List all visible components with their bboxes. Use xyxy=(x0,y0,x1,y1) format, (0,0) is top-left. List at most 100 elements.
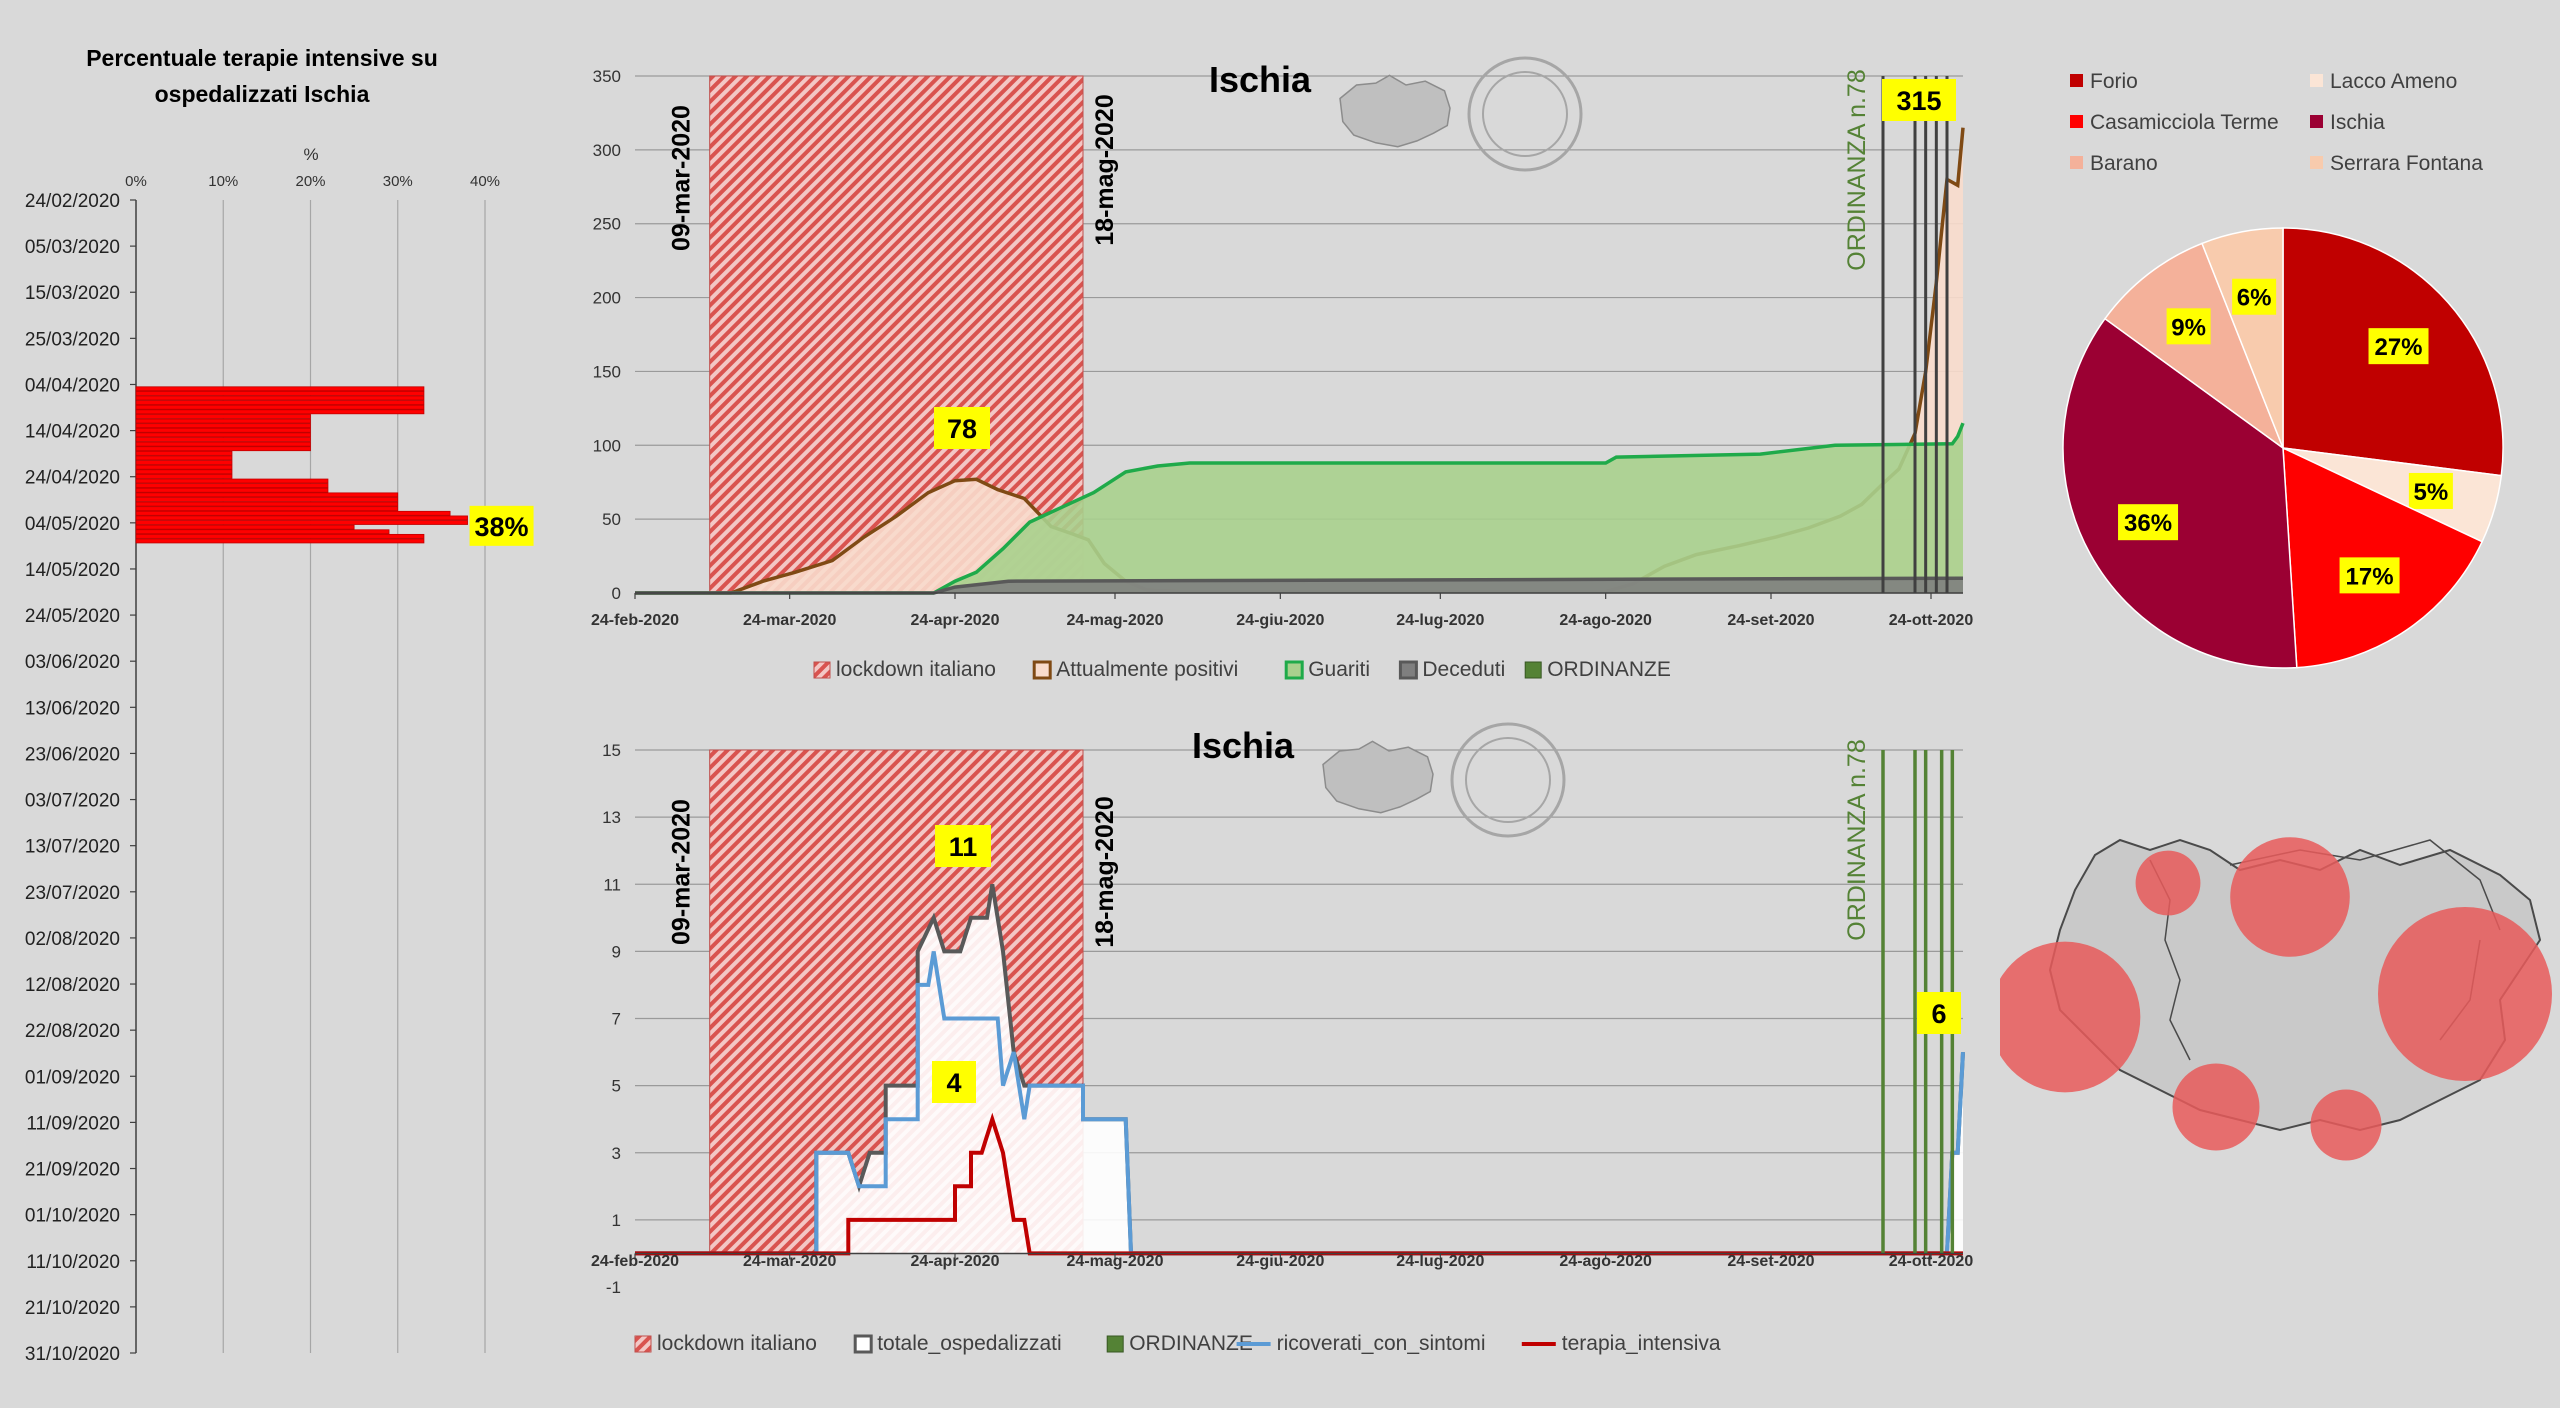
association-logo-inner-icon xyxy=(1482,71,1568,157)
legend-label: ORDINANZE xyxy=(1129,1332,1253,1355)
legend-label: Serrara Fontana xyxy=(2330,152,2483,175)
series-line xyxy=(635,1112,1963,1256)
y-tick-label: 01/09/2020 xyxy=(25,1067,120,1088)
pie-label-box xyxy=(2166,308,2211,345)
bar xyxy=(135,501,399,507)
legend-label: ricoverati_con_sintomi xyxy=(1277,1332,1486,1355)
y-tick-label: 11/10/2020 xyxy=(26,1252,120,1273)
x-tick-label: 30% xyxy=(383,173,413,190)
bar xyxy=(135,455,233,461)
lockdown-end-label: 18-mag-2020 xyxy=(1091,796,1119,947)
pie-label-box xyxy=(2368,328,2429,365)
legend-label: ORDINANZE xyxy=(1547,658,1671,681)
map-bubble xyxy=(2310,1089,2382,1161)
bar xyxy=(135,474,233,479)
pie-label: 17% xyxy=(2346,563,2394,590)
legend-swatch xyxy=(1106,1335,1124,1353)
annotation-box xyxy=(1917,992,1961,1034)
y-tick-label: 13/07/2020 xyxy=(25,837,120,858)
legend-label: Forio xyxy=(2090,70,2138,93)
bar xyxy=(135,506,399,512)
legend-swatch xyxy=(2310,156,2323,169)
x-tick-label: 24-ago-2020 xyxy=(1559,612,1652,629)
x-tick-label: 24-apr-2020 xyxy=(911,1253,1000,1270)
y-tick-label: 13 xyxy=(602,808,621,827)
x-tick-label: 40% xyxy=(470,173,500,190)
legend-swatch xyxy=(813,661,831,679)
annotation-box xyxy=(1882,79,1956,121)
pie-label: 9% xyxy=(2171,314,2206,341)
chart-title-line-1: Percentuale terapie intensive su xyxy=(86,45,438,71)
bar xyxy=(135,409,425,415)
legend-label: Guariti xyxy=(1308,658,1370,681)
y-tick-label: 14/04/2020 xyxy=(25,422,120,443)
association-logo-icon xyxy=(1467,56,1583,172)
series-area xyxy=(635,884,1963,1254)
annotation-label: 315 xyxy=(1896,86,1941,116)
municipality-pie-chart: 27% 5% 17% 36% 9% 6% Forio Lacco Ameno Casamicci… xyxy=(2062,70,2504,669)
x-tick-label: 24-feb-2020 xyxy=(591,612,679,629)
y-tick-label: 24/04/2020 xyxy=(25,468,120,489)
annotation-box xyxy=(934,407,990,449)
legend-label: Attualmente positivi xyxy=(1056,658,1238,681)
y-tick-label: 350 xyxy=(593,67,621,86)
y-tick-label: 100 xyxy=(593,436,621,455)
y-tick-label: 03/07/2020 xyxy=(25,791,120,812)
x-tick-label: 24-set-2020 xyxy=(1727,612,1814,629)
y-tick-label: 23/06/2020 xyxy=(25,744,120,765)
y-tick-label: 13/06/2020 xyxy=(25,698,120,719)
x-tick-label: 24-mag-2020 xyxy=(1067,612,1164,629)
legend-label: terapia_intensiva xyxy=(1562,1332,1721,1355)
pie-label-box xyxy=(2232,278,2277,315)
bar xyxy=(135,478,329,484)
y-tick-label: 5 xyxy=(612,1077,621,1096)
annotation-box xyxy=(469,505,534,546)
pie-label: 5% xyxy=(2414,479,2449,506)
y-tick-label: 0 xyxy=(612,584,621,603)
bar xyxy=(135,414,311,419)
y-tick-label: 24/02/2020 xyxy=(25,191,120,212)
pie-slice xyxy=(2062,317,2298,669)
chart-title: Ischia xyxy=(1192,725,1295,766)
y-tick-label: 24/05/2020 xyxy=(25,606,120,627)
y-tick-label: 3 xyxy=(612,1144,621,1163)
x-tick-label: 0% xyxy=(125,173,147,190)
y-tick-label: -1 xyxy=(606,1278,621,1297)
y-tick-label: 04/05/2020 xyxy=(25,514,120,535)
bar xyxy=(135,492,399,498)
y-tick-label: 02/08/2020 xyxy=(25,929,120,950)
lockdown-start-label: 09-mar-2020 xyxy=(668,799,696,945)
legend-swatch xyxy=(1524,661,1542,679)
y-tick-label: 300 xyxy=(593,141,621,160)
legend-swatch xyxy=(2310,74,2323,87)
y-tick-label: 23/07/2020 xyxy=(25,883,120,904)
pie-label: 36% xyxy=(2124,510,2172,537)
association-logo-icon xyxy=(1450,722,1566,838)
y-tick-label: 15/03/2020 xyxy=(25,283,120,304)
bar xyxy=(135,418,311,424)
x-tick-label: 24-ott-2020 xyxy=(1889,612,1974,629)
y-tick-label: 7 xyxy=(612,1010,621,1029)
series-line xyxy=(635,422,1965,595)
island-silhouette-icon xyxy=(1322,740,1434,814)
map-bubble xyxy=(2000,941,2141,1093)
x-tick-label: 24-mag-2020 xyxy=(1067,1253,1164,1270)
legend-swatch xyxy=(853,1334,873,1354)
legend-label: Casamicciola Terme xyxy=(2090,111,2279,134)
legend-swatch xyxy=(1398,660,1418,680)
y-tick-label: 21/09/2020 xyxy=(25,1160,120,1181)
x-tick-label: 20% xyxy=(295,173,325,190)
y-tick-label: 03/06/2020 xyxy=(25,652,120,673)
y-tick-label: 05/03/2020 xyxy=(25,237,120,258)
x-tick-label: 24-mar-2020 xyxy=(743,1253,837,1270)
x-axis-label: % xyxy=(303,145,318,164)
bar xyxy=(135,520,468,525)
bar xyxy=(135,446,311,452)
bar xyxy=(135,404,425,410)
pie-label-box xyxy=(2408,472,2453,509)
legend-label: totale_ospedalizzati xyxy=(877,1332,1061,1355)
ordinanza-label: ORDINANZA n.78 xyxy=(1843,739,1871,940)
icu-percentage-bar-chart: Percentuale terapie intensive su ospedali… xyxy=(25,45,534,1365)
